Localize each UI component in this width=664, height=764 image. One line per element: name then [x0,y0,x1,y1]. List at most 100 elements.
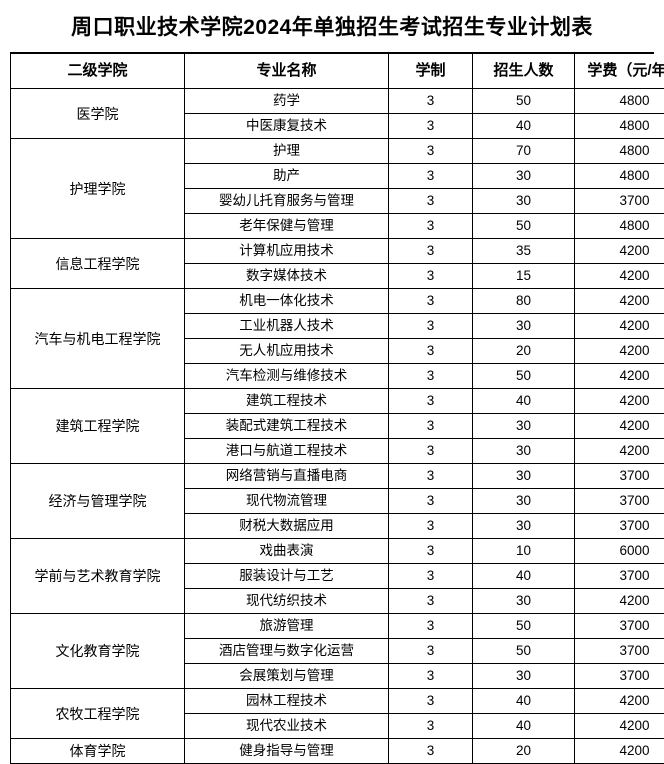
cell-fee: 6000 [575,539,664,564]
cell-fee: 4800 [575,89,664,114]
cell-major: 戏曲表演 [185,539,389,564]
cell-fee: 3700 [575,189,664,214]
cell-years: 3 [389,264,473,289]
cell-quota: 30 [473,589,575,614]
cell-fee: 3700 [575,464,664,489]
cell-major: 中医康复技术 [185,114,389,139]
cell-college: 护理学院 [11,139,185,239]
cell-quota: 50 [473,364,575,389]
cell-college: 体育学院 [11,739,185,764]
cell-college: 医学院 [11,89,185,139]
cell-fee: 4200 [575,314,664,339]
cell-fee: 4200 [575,389,664,414]
cell-years: 3 [389,739,473,764]
cell-fee: 4200 [575,739,664,764]
cell-major: 护理 [185,139,389,164]
table-header-row: 二级学院 专业名称 学制 招生人数 学费（元/年） [11,54,664,89]
cell-years: 3 [389,189,473,214]
cell-fee: 4800 [575,114,664,139]
cell-major: 婴幼儿托育服务与管理 [185,189,389,214]
cell-fee: 3700 [575,639,664,664]
cell-major: 现代农业技术 [185,714,389,739]
cell-quota: 40 [473,689,575,714]
cell-fee: 3700 [575,614,664,639]
column-header-years: 学制 [389,54,473,89]
cell-quota: 30 [473,189,575,214]
cell-major: 网络营销与直播电商 [185,464,389,489]
cell-major: 旅游管理 [185,614,389,639]
column-header-fee: 学费（元/年） [575,54,664,89]
cell-major: 药学 [185,89,389,114]
cell-years: 3 [389,614,473,639]
cell-major: 工业机器人技术 [185,314,389,339]
cell-major: 园林工程技术 [185,689,389,714]
cell-major: 港口与航道工程技术 [185,439,389,464]
cell-quota: 30 [473,514,575,539]
cell-fee: 4200 [575,589,664,614]
cell-major: 财税大数据应用 [185,514,389,539]
column-header-college: 二级学院 [11,54,185,89]
cell-years: 3 [389,564,473,589]
cell-quota: 30 [473,464,575,489]
cell-major: 现代物流管理 [185,489,389,514]
cell-years: 3 [389,539,473,564]
cell-fee: 4200 [575,689,664,714]
cell-major: 酒店管理与数字化运营 [185,639,389,664]
cell-quota: 70 [473,139,575,164]
cell-college: 文化教育学院 [11,614,185,689]
cell-quota: 30 [473,414,575,439]
cell-fee: 3700 [575,489,664,514]
cell-quota: 40 [473,389,575,414]
cell-fee: 4800 [575,164,664,189]
cell-years: 3 [389,414,473,439]
cell-college: 学前与艺术教育学院 [11,539,185,614]
cell-college: 建筑工程学院 [11,389,185,464]
cell-major: 数字媒体技术 [185,264,389,289]
cell-years: 3 [389,364,473,389]
cell-fee: 4200 [575,264,664,289]
cell-fee: 4800 [575,214,664,239]
page-title: 周口职业技术学院2024年单独招生考试招生专业计划表 [71,11,593,41]
cell-quota: 30 [473,664,575,689]
cell-years: 3 [389,389,473,414]
cell-years: 3 [389,689,473,714]
cell-fee: 4200 [575,714,664,739]
cell-years: 3 [389,439,473,464]
cell-years: 3 [389,289,473,314]
cell-fee: 4200 [575,239,664,264]
cell-quota: 50 [473,614,575,639]
cell-major: 汽车检测与维修技术 [185,364,389,389]
cell-quota: 50 [473,89,575,114]
cell-years: 3 [389,514,473,539]
cell-years: 3 [389,589,473,614]
cell-years: 3 [389,664,473,689]
cell-major: 助产 [185,164,389,189]
document-title-bar: 周口职业技术学院2024年单独招生考试招生专业计划表 [10,0,654,54]
cell-years: 3 [389,164,473,189]
cell-years: 3 [389,314,473,339]
cell-major: 计算机应用技术 [185,239,389,264]
cell-quota: 30 [473,439,575,464]
cell-years: 3 [389,139,473,164]
cell-college: 汽车与机电工程学院 [11,289,185,389]
cell-fee: 4200 [575,439,664,464]
document-page: 周口职业技术学院2024年单独招生考试招生专业计划表 二级学院 专业名称 学制 … [0,0,664,667]
cell-years: 3 [389,639,473,664]
cell-years: 3 [389,464,473,489]
cell-quota: 40 [473,564,575,589]
cell-fee: 4200 [575,339,664,364]
cell-quota: 10 [473,539,575,564]
cell-fee: 4200 [575,364,664,389]
cell-quota: 40 [473,714,575,739]
cell-fee: 3700 [575,564,664,589]
cell-major: 建筑工程技术 [185,389,389,414]
cell-quota: 30 [473,314,575,339]
